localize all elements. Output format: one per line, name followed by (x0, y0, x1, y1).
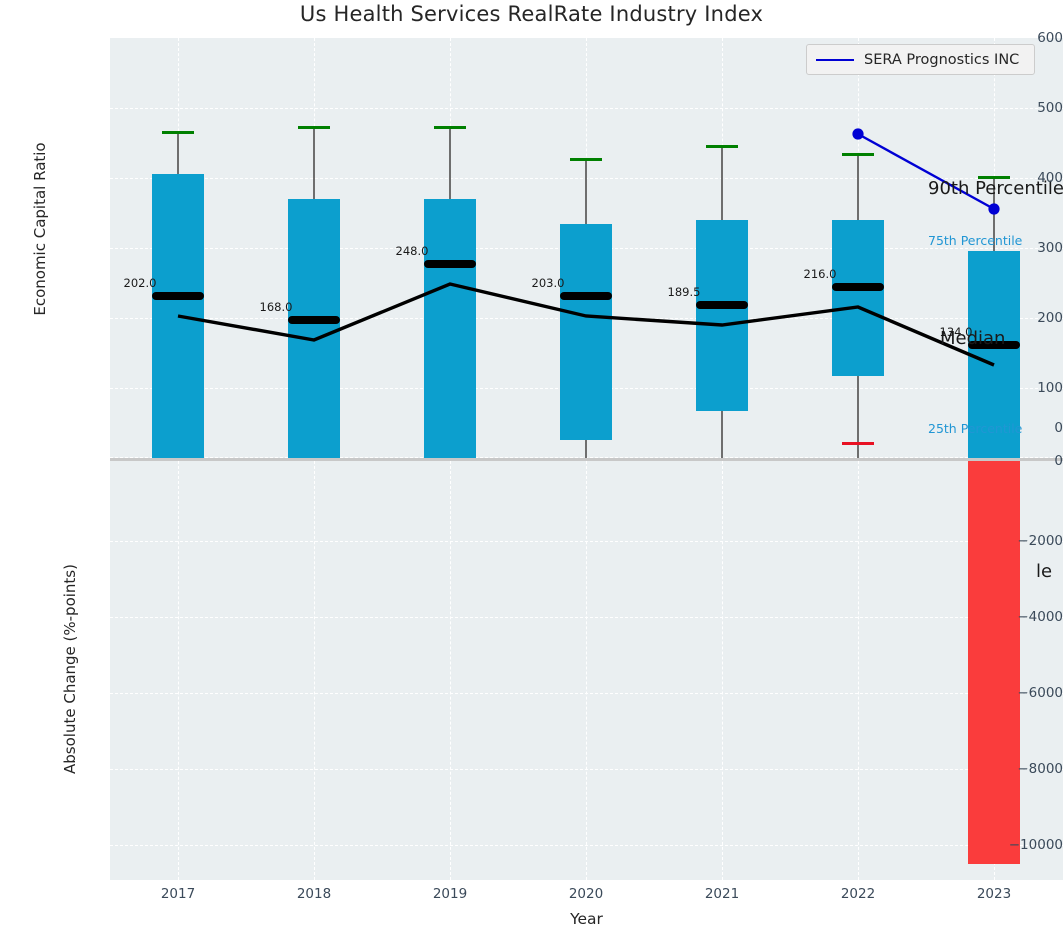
y-axis-label-top: Economic Capital Ratio (31, 142, 49, 316)
p90-cap-2021 (706, 145, 738, 148)
y-axis-label-bottom: Absolute Change (%-points) (61, 564, 79, 774)
xtick-2017: 2017 (160, 886, 196, 902)
ytick-top-0: 0 (1054, 420, 1063, 436)
sera-prognostics-series[interactable] (110, 38, 1063, 458)
gridline-b-2019 (450, 461, 451, 880)
xtick-2023: 2023 (976, 886, 1012, 902)
ytick-bottom-10000: −10000 (1008, 837, 1063, 853)
annotation-25th-percentile: 25th Percentile (928, 421, 1023, 436)
ytick-bottom-8000: −8000 (1017, 761, 1063, 777)
p90-cap-2017 (162, 131, 194, 134)
median-label-2023: 134.0 (939, 325, 973, 339)
ytick-bottom-4000: −4000 (1017, 609, 1063, 625)
gridline-b-2021 (722, 461, 723, 880)
ytick-top-200: 200 (1037, 310, 1063, 326)
xtick-2022: 2022 (840, 886, 876, 902)
median-marker-2023 (968, 341, 1020, 349)
annotation-75th-percentile: 75th Percentile (928, 233, 1023, 248)
p90-cap-2019 (434, 126, 466, 129)
annotation-median: Median (940, 328, 1006, 349)
ytick-bottom-6000: −6000 (1017, 685, 1063, 701)
box-2023 (968, 251, 1020, 458)
median-marker-2020 (560, 292, 612, 300)
median-trend-line (177, 282, 995, 367)
sera-point-2023 (988, 203, 1000, 215)
gridline-b-2017 (178, 461, 179, 880)
median-label-2020: 203.0 (531, 276, 565, 290)
median-marker-2017 (152, 292, 204, 300)
ytick-bottom-2000: −2000 (1017, 533, 1063, 549)
xtick-2018: 2018 (296, 886, 332, 902)
p10-cap-2022 (842, 442, 874, 445)
bottom-panel-grid (110, 461, 1063, 880)
box-2019 (424, 199, 476, 458)
ytick-top-500: 500 (1037, 100, 1063, 116)
xtick-2019: 2019 (432, 886, 468, 902)
box-2022 (832, 220, 884, 376)
p90-cap-2020 (570, 158, 602, 161)
median-marker-2021 (696, 301, 748, 309)
p90-cap-2023 (978, 176, 1010, 179)
median-marker-2022 (832, 283, 884, 291)
box-2020 (560, 224, 612, 440)
box-2021 (696, 220, 748, 411)
bottom-panel-absolute-change: le (110, 461, 1063, 880)
ytick-bottom-0: 0 (1054, 453, 1063, 469)
panel-divider (110, 458, 1063, 461)
sera-point-2022 (852, 128, 864, 140)
gridline-b-2018 (314, 461, 315, 880)
p90-cap-2022 (842, 153, 874, 156)
x-axis-label: Year (570, 910, 603, 928)
ytick-top-600: 600 (1037, 30, 1063, 46)
annotation-90th-percentile: 90th Percentile (928, 178, 1063, 199)
ytick-top-100: 100 (1037, 380, 1063, 396)
median-label-2019: 248.0 (395, 244, 429, 258)
legend[interactable]: SERA Prognostics INC (806, 44, 1035, 75)
absolute-change-bar-2023 (968, 461, 1020, 864)
top-panel-economic-capital-ratio: 202.0 168.0 248.0 203.0 189.5 216.0 134.… (110, 38, 1063, 458)
median-label-2021: 189.5 (667, 285, 701, 299)
median-marker-2019 (424, 260, 476, 268)
median-label-2017: 202.0 (123, 276, 157, 290)
gridline-b-2020 (586, 461, 587, 880)
p90-cap-2018 (298, 126, 330, 129)
median-label-2018: 168.0 (259, 300, 293, 314)
box-2018 (288, 199, 340, 458)
xtick-2020: 2020 (568, 886, 604, 902)
annotation-clipped-right: le (1036, 561, 1053, 582)
ytick-top-400: 400 (1037, 170, 1063, 186)
median-label-2022: 216.0 (803, 267, 837, 281)
page-title: Us Health Services RealRate Industry Ind… (299, 2, 764, 26)
legend-swatch-sera-prognostics-inc (816, 58, 854, 61)
xtick-2021: 2021 (704, 886, 740, 902)
median-marker-2018 (288, 316, 340, 324)
legend-label-sera-prognostics-inc: SERA Prognostics INC (864, 51, 1020, 68)
gridline-b-2022 (858, 461, 859, 880)
ytick-top-300: 300 (1037, 240, 1063, 256)
